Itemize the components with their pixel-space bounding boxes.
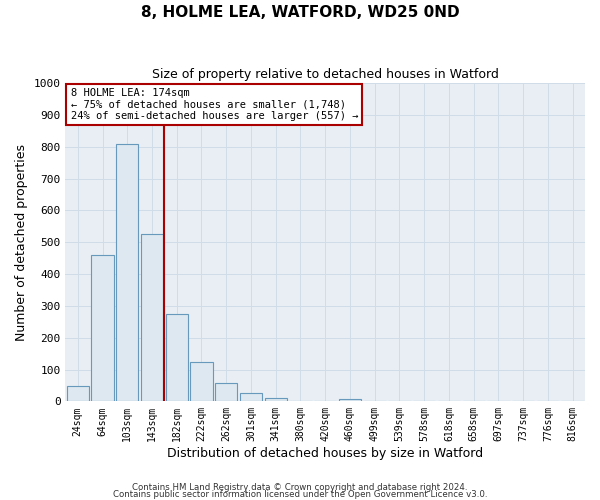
Bar — [116, 144, 139, 402]
Y-axis label: Number of detached properties: Number of detached properties — [15, 144, 28, 340]
Title: Size of property relative to detached houses in Watford: Size of property relative to detached ho… — [152, 68, 499, 80]
Bar — [141, 234, 163, 402]
Bar — [215, 383, 238, 402]
X-axis label: Distribution of detached houses by size in Watford: Distribution of detached houses by size … — [167, 447, 483, 460]
Text: 8, HOLME LEA, WATFORD, WD25 0ND: 8, HOLME LEA, WATFORD, WD25 0ND — [140, 5, 460, 20]
Bar — [265, 398, 287, 402]
Text: 8 HOLME LEA: 174sqm
← 75% of detached houses are smaller (1,748)
24% of semi-det: 8 HOLME LEA: 174sqm ← 75% of detached ho… — [71, 88, 358, 121]
Text: Contains public sector information licensed under the Open Government Licence v3: Contains public sector information licen… — [113, 490, 487, 499]
Bar — [339, 399, 361, 402]
Bar — [190, 362, 212, 402]
Bar — [91, 255, 113, 402]
Bar — [240, 394, 262, 402]
Bar — [67, 386, 89, 402]
Text: Contains HM Land Registry data © Crown copyright and database right 2024.: Contains HM Land Registry data © Crown c… — [132, 484, 468, 492]
Bar — [166, 314, 188, 402]
